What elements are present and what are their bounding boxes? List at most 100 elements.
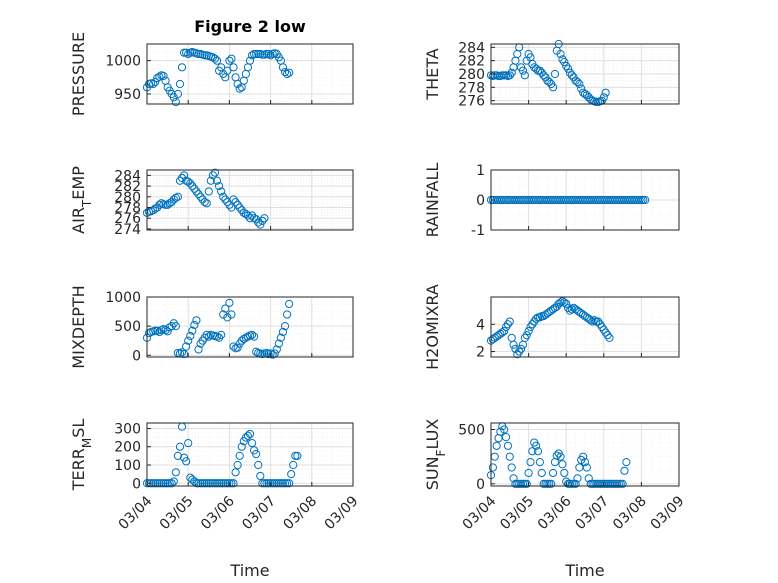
data-point	[590, 316, 599, 325]
chart-title: Figure 2 low	[194, 17, 306, 36]
data-point	[582, 463, 591, 472]
data-point	[270, 479, 279, 488]
data-point	[190, 477, 199, 486]
data-point	[556, 452, 565, 461]
y-axis-label: RAINFALL	[423, 163, 442, 238]
data-point	[547, 479, 556, 488]
data-point	[196, 192, 205, 201]
ytick-label: 0	[132, 348, 141, 364]
data-point	[153, 73, 162, 83]
data-point	[171, 97, 180, 107]
data-point	[210, 54, 220, 63]
axes-box	[146, 43, 354, 105]
data-point	[513, 350, 522, 359]
data-point	[182, 176, 191, 185]
data-point	[177, 173, 187, 183]
data-point	[155, 72, 164, 81]
axes-box	[490, 296, 680, 358]
data-point	[221, 479, 230, 488]
data-point	[254, 218, 263, 227]
data-point	[212, 332, 222, 341]
data-point	[235, 84, 244, 93]
data-point	[291, 451, 300, 460]
data-point	[522, 479, 531, 488]
data-point	[287, 470, 296, 479]
data-point	[603, 331, 612, 340]
panel-5: 0 500 1000 MIXDEPTH	[69, 285, 354, 369]
data-point	[245, 429, 255, 439]
data-point	[177, 348, 187, 357]
data-point	[151, 479, 160, 488]
data-point	[237, 336, 246, 345]
data-point	[225, 298, 234, 307]
data-point	[215, 181, 224, 191]
data-point	[149, 206, 158, 215]
data-point	[563, 303, 573, 313]
axes-box	[146, 296, 354, 358]
ytick-label: 280	[114, 190, 141, 206]
data-point	[153, 479, 162, 488]
data-point	[184, 177, 193, 186]
data-point	[280, 479, 290, 488]
data-point	[175, 79, 185, 89]
data-point	[204, 187, 213, 196]
data-point	[573, 474, 582, 483]
data-point	[202, 330, 211, 339]
ytick-label: 276	[458, 94, 485, 110]
data-point	[285, 68, 294, 77]
data-point	[171, 193, 180, 202]
data-point	[223, 66, 232, 75]
data-point	[233, 460, 242, 470]
data-point	[260, 479, 269, 488]
data-point	[266, 479, 275, 488]
data-point	[153, 203, 162, 212]
data-point	[196, 479, 205, 488]
data-point	[212, 56, 222, 65]
data-point	[601, 328, 610, 337]
data-point	[247, 330, 257, 339]
data-point	[250, 214, 259, 223]
data-point	[171, 322, 180, 331]
data-point	[252, 49, 261, 59]
axes-box	[146, 422, 354, 487]
data-point	[579, 452, 588, 461]
data-point	[509, 474, 518, 483]
data-point	[492, 441, 501, 450]
data-point	[274, 339, 283, 348]
x-axis-label: Time	[229, 561, 269, 580]
data-point	[262, 49, 271, 59]
ytick-label: 300	[114, 421, 141, 437]
data-point	[526, 322, 535, 332]
data-point	[239, 208, 248, 217]
data-point	[272, 479, 281, 488]
ytick-label: 950	[114, 87, 141, 103]
data-point	[274, 479, 283, 488]
data-point	[163, 479, 172, 488]
data-point	[272, 345, 281, 354]
data-point	[501, 433, 511, 442]
data-point	[622, 458, 631, 467]
data-point	[206, 176, 215, 185]
data-point	[212, 479, 222, 488]
data-point	[266, 51, 275, 60]
data-point	[241, 209, 250, 219]
data-point	[202, 199, 211, 208]
ytick-label: 1000	[105, 54, 141, 70]
data-point	[252, 449, 261, 459]
data-point	[186, 179, 195, 188]
data-point	[247, 438, 257, 448]
data-point	[217, 330, 226, 339]
data-point	[507, 463, 516, 472]
data-point	[254, 460, 263, 470]
data-point	[278, 63, 288, 72]
ytick-label: 280	[458, 67, 485, 83]
data-point	[528, 320, 537, 329]
data-point	[169, 195, 178, 204]
data-point	[167, 479, 176, 488]
data-point	[194, 345, 203, 354]
data-point	[560, 298, 569, 307]
data-point	[179, 349, 189, 359]
data-point	[217, 479, 226, 488]
data-point	[204, 479, 213, 488]
data-point	[177, 63, 187, 72]
